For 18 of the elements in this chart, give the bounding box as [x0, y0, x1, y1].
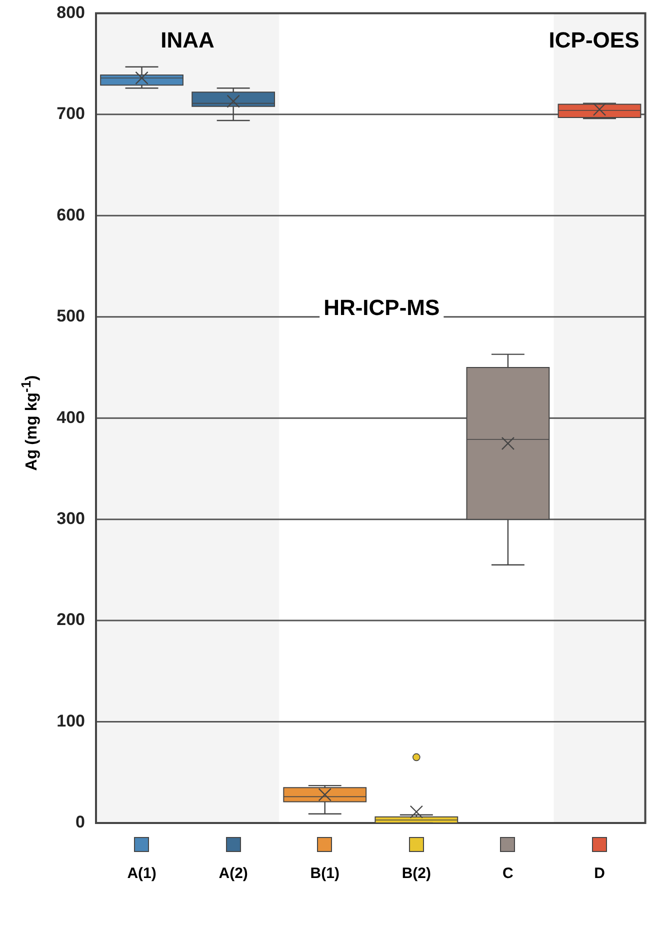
x-tick-label: C: [502, 865, 514, 882]
y-tick-label: 0: [76, 812, 85, 832]
y-tick-label: 200: [56, 610, 85, 630]
y-tick-label: 400: [56, 408, 85, 427]
annotation: HR-ICP-MS: [324, 294, 440, 320]
y-tick-label: 700: [56, 104, 85, 124]
band-label: ICP-OES: [548, 27, 640, 52]
x-tick-label: D: [594, 865, 606, 882]
x-tick-label: A(1): [127, 865, 156, 882]
x-tick-label: A(2): [218, 865, 248, 882]
y-tick-label: 100: [56, 711, 85, 730]
y-tick-label: 600: [56, 205, 85, 224]
y-tick-label: 800: [56, 2, 85, 22]
x-tick-label: B(2): [402, 865, 431, 882]
y-tick-label: 500: [56, 306, 85, 326]
y-tick-label: 300: [56, 509, 85, 528]
band-label: INAA: [160, 27, 215, 52]
x-tick-label: B(1): [310, 865, 340, 882]
